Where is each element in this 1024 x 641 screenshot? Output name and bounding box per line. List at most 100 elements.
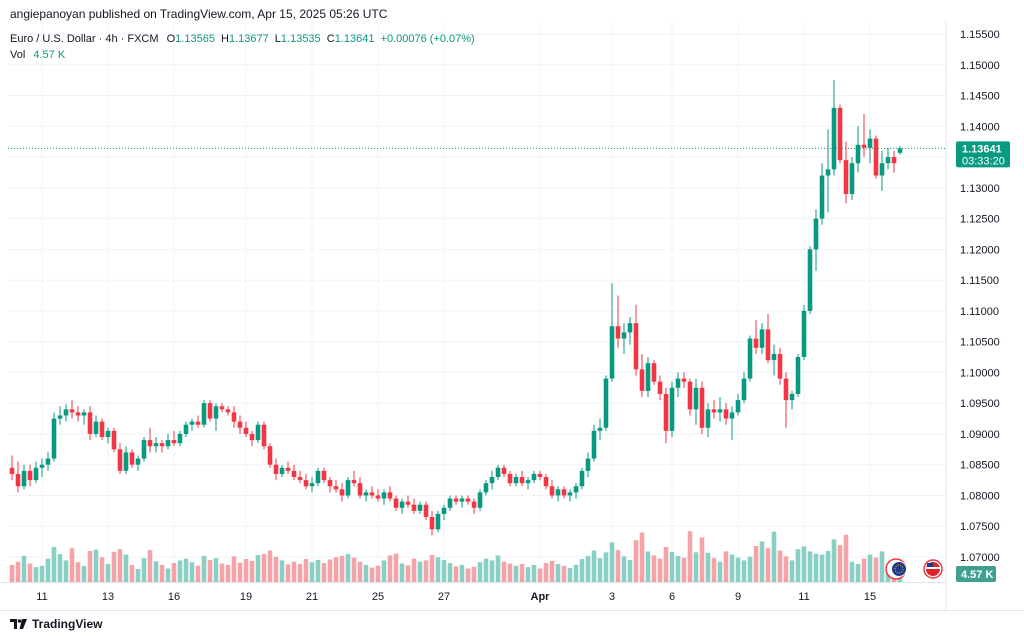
candle-body bbox=[225, 409, 231, 413]
candle-body bbox=[483, 483, 489, 493]
candle-body bbox=[681, 378, 687, 382]
candle-body bbox=[435, 513, 441, 530]
volume-bar bbox=[789, 560, 795, 582]
volume-bar bbox=[171, 563, 177, 582]
y-tick-label: 1.08500 bbox=[960, 460, 1000, 472]
volume-bar bbox=[63, 560, 69, 582]
symbol-name[interactable]: Euro / U.S. Dollar · 4h · FXCM bbox=[10, 33, 159, 45]
candle-body bbox=[735, 400, 741, 413]
volume-bar bbox=[45, 558, 51, 582]
volume-bar bbox=[561, 565, 567, 582]
y-tick-label: 1.12500 bbox=[960, 214, 1000, 226]
volume-bar bbox=[753, 546, 759, 582]
candle-body bbox=[387, 492, 393, 499]
volume-bar bbox=[609, 542, 615, 582]
volume-bar bbox=[723, 551, 729, 582]
candle-body bbox=[219, 406, 225, 410]
candle-body bbox=[717, 409, 723, 413]
candle-body bbox=[897, 148, 903, 153]
volume-bar bbox=[201, 555, 207, 582]
volume-bar bbox=[465, 568, 471, 582]
volume-bar bbox=[531, 564, 537, 582]
candle-body bbox=[285, 467, 291, 471]
candle-body bbox=[831, 107, 837, 170]
candle-body bbox=[501, 467, 507, 474]
high-value: 1.13677 bbox=[228, 33, 269, 45]
candle-body bbox=[411, 504, 417, 511]
candle-body bbox=[429, 517, 435, 530]
volume-bar bbox=[15, 561, 21, 582]
symbol-legend: Euro / U.S. Dollar · 4h · FXCM O1.13565 … bbox=[10, 33, 475, 45]
volume-bar bbox=[843, 534, 849, 582]
candle-body bbox=[261, 424, 267, 447]
candle-body bbox=[237, 421, 243, 428]
candle-body bbox=[597, 427, 603, 431]
y-tick-label: 1.13000 bbox=[960, 183, 1000, 195]
us-flag-canton-icon bbox=[927, 563, 933, 567]
candle-body bbox=[567, 492, 573, 496]
candle-body bbox=[591, 430, 597, 459]
low-label: L bbox=[274, 33, 281, 45]
candle-body bbox=[543, 477, 549, 487]
volume-bar bbox=[741, 560, 747, 582]
candle-body bbox=[873, 138, 879, 176]
volume-bar bbox=[717, 561, 723, 582]
volume-bar bbox=[393, 553, 399, 582]
x-tick-label: 11 bbox=[798, 591, 809, 603]
candle-body bbox=[75, 412, 81, 416]
volume-bar bbox=[663, 546, 669, 582]
candle-body bbox=[849, 163, 855, 194]
volume-bar bbox=[429, 555, 435, 582]
candle-body bbox=[159, 443, 165, 447]
volume-bar bbox=[423, 560, 429, 582]
event-icons[interactable] bbox=[885, 558, 943, 580]
volume-bar bbox=[249, 560, 255, 582]
volume-bar bbox=[825, 550, 831, 582]
candle-countdown: 03:33:20 bbox=[962, 155, 1005, 167]
candle-body bbox=[741, 378, 747, 401]
candle-body bbox=[489, 477, 495, 484]
candle-body bbox=[123, 452, 129, 471]
volume-bar bbox=[219, 563, 225, 582]
volume-bar bbox=[645, 551, 651, 582]
eu-flag-icon bbox=[891, 561, 907, 577]
tradingview-logo-icon bbox=[10, 619, 27, 629]
candle-body bbox=[111, 430, 117, 450]
volume-badge-value: 4.57 K bbox=[961, 569, 993, 581]
candle-body bbox=[777, 353, 783, 379]
y-tick-label: 1.10500 bbox=[960, 337, 1000, 349]
candle-body bbox=[99, 421, 105, 438]
volume-bar bbox=[873, 557, 879, 582]
time-axis[interactable]: 11 13 16 19 21 25 27 Apr 3 6 9 11 15 bbox=[36, 591, 876, 603]
volume-bar bbox=[111, 551, 117, 582]
volume-bar bbox=[435, 557, 441, 582]
y-tick-label: 1.12000 bbox=[960, 244, 1000, 256]
candle-body bbox=[855, 144, 861, 164]
x-tick-label: 27 bbox=[438, 591, 450, 603]
volume-bar bbox=[735, 557, 741, 582]
volume-bar bbox=[543, 563, 549, 582]
candle-body bbox=[279, 467, 285, 474]
volume-bar bbox=[99, 557, 105, 582]
volume-bar bbox=[159, 564, 165, 582]
open-value: 1.13565 bbox=[175, 33, 215, 45]
footer-brand[interactable]: TradingView bbox=[10, 617, 102, 631]
volume-bar bbox=[807, 551, 813, 582]
candle-body bbox=[321, 470, 327, 481]
candle-body bbox=[519, 477, 525, 484]
candle-body bbox=[477, 492, 483, 508]
volume-bar bbox=[51, 546, 57, 582]
price-axis[interactable]: 1.155001.150001.145001.140001.135001.130… bbox=[960, 29, 1000, 564]
volume-bar bbox=[507, 563, 513, 582]
volume-bar bbox=[405, 565, 411, 582]
candle-body bbox=[621, 332, 627, 339]
volume-bar bbox=[225, 564, 231, 582]
candle-body bbox=[507, 473, 513, 484]
volume-bar bbox=[75, 562, 81, 582]
last-price-value: 1.13641 bbox=[962, 143, 1002, 155]
candle-body bbox=[393, 498, 399, 508]
open-label: O bbox=[166, 33, 176, 45]
candle-body bbox=[51, 418, 57, 459]
volume-bar bbox=[669, 551, 675, 582]
